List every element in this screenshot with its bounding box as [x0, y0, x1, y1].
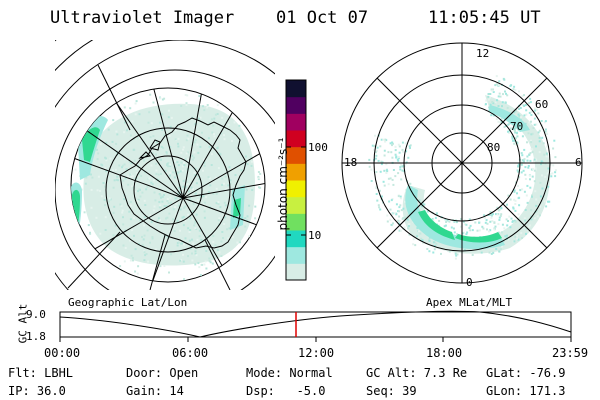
date-label: 01 Oct 07 — [276, 8, 369, 28]
color-bar — [285, 79, 307, 281]
status-gc-alt: GC Alt: 7.3 Re — [366, 366, 468, 380]
status-mode: Mode: Normal — [246, 366, 333, 380]
x-ticks — [59, 337, 572, 342]
xtick-2359: 23:59 — [552, 346, 589, 360]
xtick-0600: 06:00 — [172, 346, 209, 360]
colorbar-unit-label: photon cm⁻²s⁻¹ — [276, 137, 290, 231]
mlt-12-label: 12 — [476, 47, 490, 60]
status-glon: GLon: 171.3 — [486, 384, 566, 398]
geo-caption: Geographic Lat/Lon — [68, 296, 188, 309]
colorbar-segment — [286, 230, 306, 248]
status-ip: IP: 36.0 — [8, 384, 66, 398]
status-door: Door: Open — [126, 366, 199, 380]
mag-grid — [341, 42, 583, 284]
xtick-1200: 12:00 — [298, 346, 335, 360]
coastline — [119, 117, 247, 249]
geo-meridians — [71, 88, 265, 282]
status-glat: GLat: -76.9 — [486, 366, 566, 380]
status-seq: Seq: 39 — [366, 384, 417, 398]
colorbar-segment — [286, 180, 306, 198]
mlt-6-label: 6 — [575, 156, 582, 169]
geo-outer-meridians — [67, 64, 231, 290]
alt-ytick-top: 9.0 — [26, 308, 46, 321]
geographic-map — [55, 40, 275, 290]
colorbar-segment — [286, 196, 306, 214]
colorbar-segment — [286, 213, 306, 231]
mag-emission-layer — [368, 75, 557, 260]
status-dsp: Dsp: -5.0 — [246, 384, 326, 398]
instrument-title: Ultraviolet Imager — [50, 8, 235, 28]
xtick-1800: 18:00 — [426, 346, 463, 360]
altitude-plot — [59, 310, 572, 342]
status-gain: Gain: 14 — [126, 384, 184, 398]
colorbar-segment — [286, 146, 306, 164]
colorbar-segment — [286, 80, 306, 98]
xtick-0000: 00:00 — [44, 346, 81, 360]
colorbar-segment — [286, 263, 306, 281]
status-flt: Flt: LBHL — [8, 366, 74, 380]
colorbar-segment — [286, 113, 306, 131]
colorbar-segment — [286, 163, 306, 181]
time-label: 11:05:45 UT — [428, 8, 541, 28]
mlt-0-label: 0 — [466, 276, 473, 289]
colorbar-segment — [286, 246, 306, 264]
magnetic-map — [341, 42, 583, 284]
mag-caption: Apex MLat/MLT — [426, 296, 513, 309]
alt-ytick-bottom: 1.8 — [26, 330, 46, 343]
colorbar-segment — [286, 96, 306, 114]
colorbar-tick-10: 10 — [308, 229, 322, 242]
mlat-70-label: 70 — [510, 120, 524, 133]
colorbar-segment — [286, 130, 306, 148]
mlt-18-label: 18 — [344, 156, 358, 169]
mlat-60-label: 60 — [535, 98, 549, 111]
mlat-80-label: 80 — [487, 141, 501, 154]
outer-latitude-arcs — [55, 40, 275, 290]
colorbar-tick-100: 100 — [308, 141, 328, 154]
